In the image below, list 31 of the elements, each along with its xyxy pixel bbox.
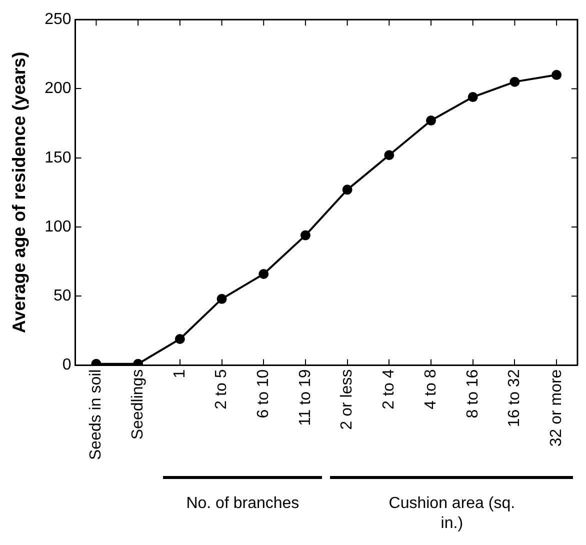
point bbox=[216, 294, 227, 304]
y-axis-title: Average age of residence (years) bbox=[8, 52, 29, 334]
point bbox=[342, 184, 352, 195]
y-tick-label: 250 bbox=[44, 11, 72, 28]
x-tick-label: 8 to 16 bbox=[464, 369, 482, 418]
y-tick-label: 200 bbox=[44, 80, 72, 98]
x-tick-label: 6 to 10 bbox=[255, 369, 272, 418]
x-tick-label: 32 or more bbox=[548, 369, 565, 447]
point bbox=[510, 76, 520, 87]
point bbox=[552, 70, 562, 80]
x-tick-label: 2 to 4 bbox=[380, 369, 398, 410]
y-tick-label: 100 bbox=[44, 218, 72, 236]
y-tick-label: 50 bbox=[54, 288, 72, 305]
point bbox=[258, 269, 269, 280]
y-tick-label: 0 bbox=[62, 356, 72, 374]
point bbox=[468, 92, 478, 102]
point bbox=[426, 116, 436, 126]
x-tick-label: 1 bbox=[171, 369, 188, 378]
text: Cushion area (sq. in.) bbox=[388, 494, 516, 534]
x-tick-label: Seeds in soil bbox=[88, 369, 105, 460]
x-tick-label: Seedlings bbox=[129, 369, 146, 440]
y-tick-label: 150 bbox=[44, 149, 72, 166]
point bbox=[384, 150, 394, 160]
x-tick-label: 2 to 5 bbox=[213, 369, 230, 410]
point bbox=[300, 230, 310, 240]
text: No. of branches bbox=[185, 494, 300, 514]
x-tick-label: 4 to 8 bbox=[422, 369, 440, 410]
point bbox=[174, 334, 185, 344]
x-tick-label: 11 to 19 bbox=[296, 369, 314, 426]
x-tick-label: 16 to 32 bbox=[506, 369, 524, 428]
x-tick-label: 2 or less bbox=[338, 369, 356, 430]
